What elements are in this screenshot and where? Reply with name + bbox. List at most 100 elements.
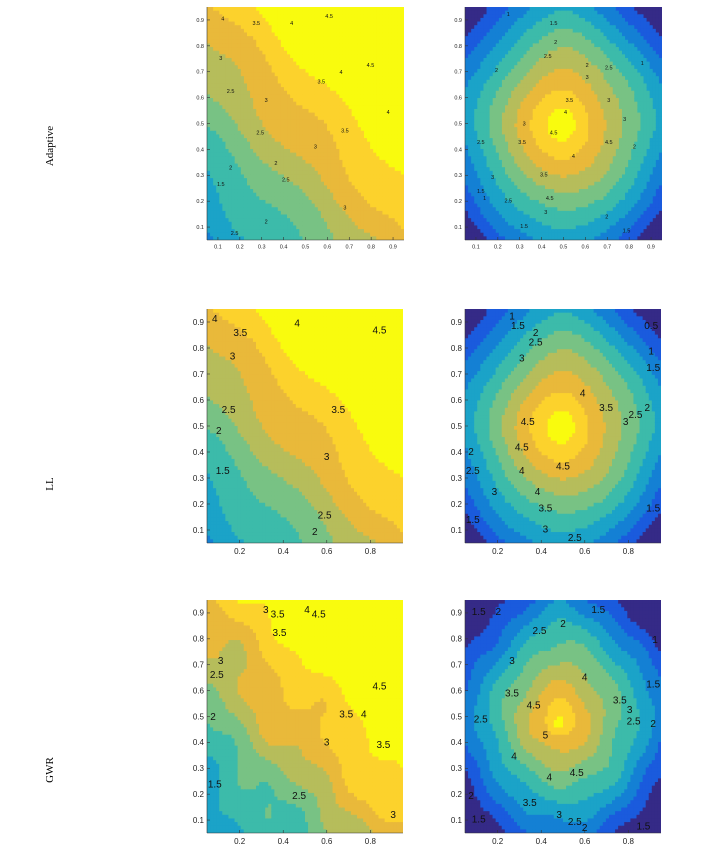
contour-level-label: 4 — [387, 110, 390, 116]
contour-cell — [250, 203, 254, 208]
contour-cell — [397, 203, 402, 208]
contour-cell — [299, 21, 304, 26]
contour-cell — [501, 87, 506, 92]
contour-cell — [468, 152, 472, 157]
contour-cell — [498, 79, 503, 85]
contour-cell — [290, 119, 294, 125]
contour-cell — [345, 57, 350, 63]
contour-cell — [471, 17, 475, 23]
contour-cell — [363, 90, 368, 95]
contour-cell — [283, 36, 288, 41]
contour-cell — [210, 83, 214, 88]
contour-cell — [480, 210, 485, 216]
contour-cell — [379, 156, 384, 161]
contour-cell — [277, 130, 282, 136]
contour-cell — [501, 203, 506, 208]
contour-cell — [495, 39, 500, 45]
contour-cell — [483, 181, 488, 186]
contour-cell — [243, 101, 248, 106]
contour-cell — [385, 225, 390, 230]
contour-cell — [234, 236, 239, 240]
contour-cell — [486, 21, 491, 26]
contour-cell — [296, 181, 300, 186]
contour-cell — [367, 94, 371, 99]
contour-cell — [219, 87, 223, 92]
contour-cell — [330, 17, 334, 23]
contour-cell — [477, 112, 481, 117]
contour-cell — [302, 178, 307, 183]
contour-cell — [268, 108, 273, 114]
contour-cell — [474, 119, 478, 125]
contour-cell — [345, 196, 350, 201]
contour-cell — [283, 210, 288, 216]
contour-cell — [391, 123, 396, 128]
contour-cell — [265, 98, 270, 103]
contour-cell — [222, 47, 227, 52]
contour-cell — [333, 189, 337, 194]
contour-cell — [385, 145, 390, 150]
contour-cell — [280, 134, 285, 139]
contour-cell — [259, 87, 264, 92]
contour-cell — [354, 174, 359, 179]
contour-cell — [225, 196, 230, 201]
contour-cell — [492, 108, 497, 114]
contour-cell — [474, 196, 478, 201]
contour-cell — [277, 21, 282, 26]
contour-cell — [222, 50, 227, 55]
contour-cell — [268, 50, 273, 55]
contour-cell — [259, 210, 264, 216]
contour-cell — [253, 145, 257, 150]
contour-cell — [308, 229, 313, 234]
contour-cell — [486, 61, 491, 66]
contour-cell — [495, 50, 500, 55]
contour-cell — [216, 10, 220, 15]
contour-cell — [302, 101, 307, 106]
contour-cell — [240, 101, 245, 106]
contour-cell — [376, 72, 380, 77]
contour-cell — [330, 79, 334, 85]
contour-cell — [465, 112, 469, 117]
contour-cell — [296, 61, 300, 66]
contour-cell — [302, 68, 307, 74]
contour-cell — [373, 101, 377, 106]
contour-cell — [333, 141, 337, 146]
contour-cell — [216, 87, 220, 92]
contour-cell — [231, 83, 236, 88]
contour-cell — [348, 123, 353, 128]
contour-cell — [274, 174, 279, 179]
contour-cell — [348, 189, 353, 194]
contour-cell — [228, 127, 233, 132]
y-tick-label: 0.2 — [196, 199, 204, 205]
contour-cell — [373, 28, 377, 34]
contour-cell — [489, 116, 494, 121]
contour-cell — [342, 236, 347, 240]
contour-cell — [320, 25, 325, 30]
contour-cell — [336, 112, 340, 117]
contour-cell — [342, 170, 347, 176]
contour-cell — [274, 156, 279, 161]
contour-cell — [397, 14, 402, 19]
contour-cell — [296, 148, 300, 154]
contour-cell — [280, 167, 285, 172]
contour-cell — [274, 218, 279, 223]
contour-cell — [314, 28, 319, 34]
contour-cell — [296, 207, 300, 212]
contour-cell — [228, 112, 233, 117]
contour-cell — [333, 47, 337, 52]
contour-cell — [213, 141, 217, 146]
contour-cell — [234, 178, 239, 183]
contour-cell — [379, 221, 384, 227]
contour-cell — [210, 123, 214, 128]
contour-cell — [219, 21, 223, 26]
contour-cell — [274, 57, 279, 63]
contour-cell — [216, 141, 220, 146]
contour-cell — [489, 21, 494, 26]
contour-cell — [243, 196, 248, 201]
contour-cell — [253, 119, 257, 125]
contour-cell — [231, 43, 236, 48]
contour-cell — [327, 181, 331, 186]
contour-cell — [357, 50, 362, 55]
contour-cell — [336, 152, 340, 157]
contour-cell — [363, 36, 368, 41]
contour-cell — [299, 39, 304, 45]
